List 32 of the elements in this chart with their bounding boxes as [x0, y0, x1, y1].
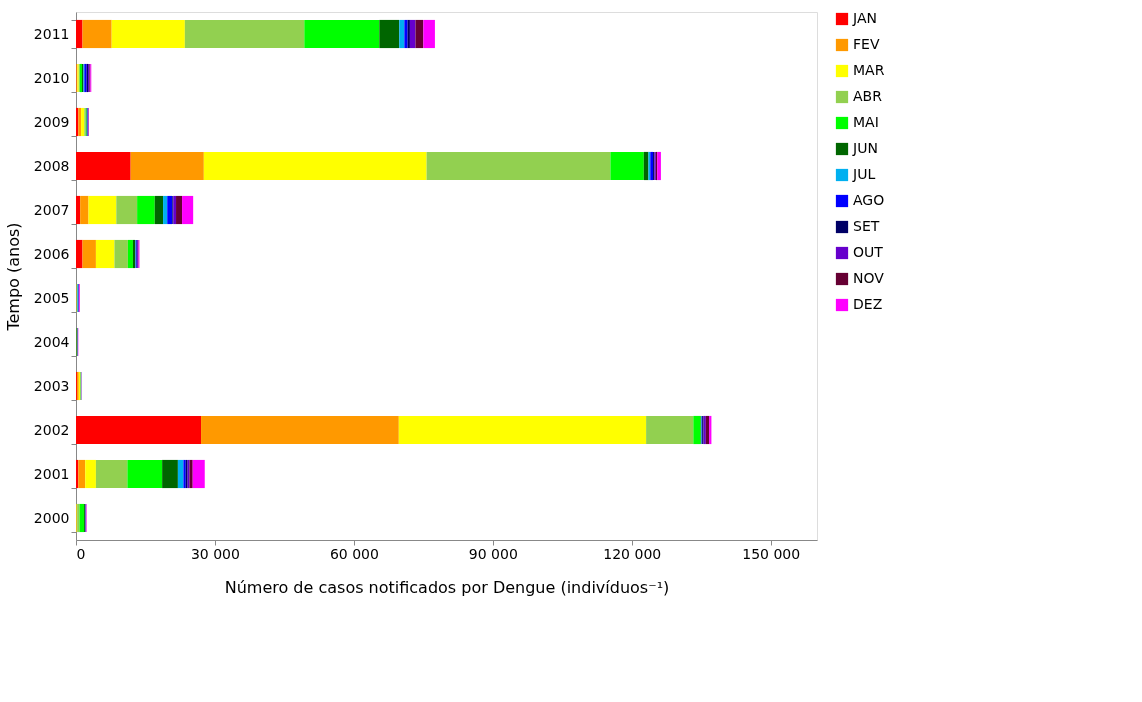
legend-label: JAN: [852, 10, 877, 26]
x-tick-label: 120 000: [603, 545, 662, 562]
y-tick-label: 2005: [33, 289, 70, 306]
legend-label: OUT: [853, 244, 884, 260]
legend-label: DEZ: [853, 296, 883, 312]
legend-label: JUN: [852, 140, 878, 156]
y-tick-label: 2009: [33, 113, 70, 130]
legend-label: AGO: [853, 192, 885, 208]
x-axis-title: Número de casos notificados por Dengue (indivíduos⁻¹): [224, 577, 670, 597]
y-tick-label: 2007: [33, 201, 70, 218]
x-tick-label: 150 000: [742, 545, 801, 562]
y-tick-label: 2006: [33, 245, 70, 262]
legend-label: MAR: [853, 62, 885, 78]
x-tick-label: 90 000: [468, 545, 518, 562]
x-tick-label: 30 000: [190, 545, 240, 562]
y-tick-label: 2010: [33, 69, 70, 86]
legend-label: ABR: [853, 88, 883, 104]
legend-label: MAI: [853, 114, 879, 130]
y-tick-label: 2000: [33, 509, 70, 526]
y-tick-label: 2002: [33, 421, 70, 438]
y-tick-label: 2004: [33, 333, 70, 350]
x-tick-label: 0: [76, 545, 86, 562]
legend-label: NOV: [853, 270, 885, 286]
legend-label: FEV: [853, 36, 880, 52]
legend-label: JUL: [852, 166, 876, 182]
x-tick-label: 60 000: [329, 545, 379, 562]
y-tick-label: 2011: [33, 25, 70, 42]
y-tick-label: 2001: [33, 465, 70, 482]
y-tick-label: 2003: [33, 377, 70, 394]
y-tick-label: 2008: [33, 157, 70, 174]
y-axis-title: Tempo (anos): [3, 222, 23, 332]
legend-label: SET: [853, 218, 880, 234]
